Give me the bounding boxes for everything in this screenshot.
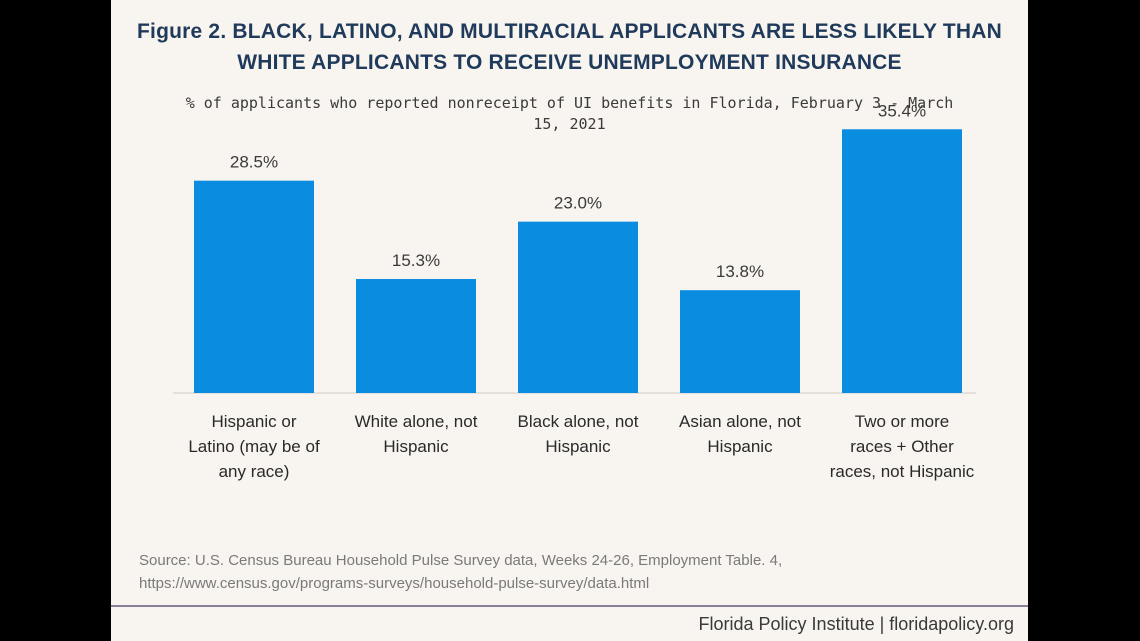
bar-chart: 28.5% 15.3% 23.0% 13.8% 35.4% [173,101,976,394]
category-label-line: Latino (may be of [188,437,320,456]
footer-credit: Florida Policy Institute | floridapolicy… [698,614,1014,634]
value-label-5: 35.4% [878,101,926,120]
chart-panel: Figure 2. BLACK, LATINO, AND MULTIRACIAL… [111,0,1028,641]
category-label-line: Hispanic or [211,412,297,431]
category-label-line: Two or more [854,412,950,431]
category-label-line: any race) [218,462,290,481]
value-label-3: 23.0% [554,194,602,213]
category-label-5: Two or more races + Other races, not Hispa… [822,409,982,484]
bar-3 [518,221,638,393]
category-label-2: White alone, not Hispanic [336,409,496,459]
category-label-3: Black alone, not Hispanic [498,409,658,459]
footer-divider [111,605,1028,607]
bar-1 [194,180,314,393]
category-label-4: Asian alone, not Hispanic [660,409,820,459]
chart-title: Figure 2. BLACK, LATINO, AND MULTIRACIAL… [137,20,1002,74]
value-label-2: 15.3% [392,251,440,270]
bar-4 [680,290,800,393]
category-label-line: White alone, not [354,412,478,431]
category-label-line: races + Other [850,437,954,456]
category-label-1: Hispanic or Latino (may be of any race) [174,409,334,484]
category-label-line: Asian alone, not [679,412,801,431]
source-line-1: Source: U.S. Census Bureau Household Pul… [139,552,783,569]
source-note: Source: U.S. Census Bureau Household Pul… [139,549,999,595]
category-label-line: Hispanic [383,437,449,456]
category-label-line: races, not Hispanic [829,462,975,481]
category-label-line: Hispanic [545,437,611,456]
source-line-2: https://www.census.gov/programs-surveys/… [139,575,650,592]
category-label-line: Black alone, not [517,412,639,431]
chart-subtitle: % of applicants who reported nonreceipt … [185,94,954,133]
value-label-1: 28.5% [230,153,278,172]
bar-5 [842,129,962,393]
bar-2 [356,279,476,393]
value-label-4: 13.8% [716,262,764,281]
category-label-line: Hispanic [707,437,773,456]
